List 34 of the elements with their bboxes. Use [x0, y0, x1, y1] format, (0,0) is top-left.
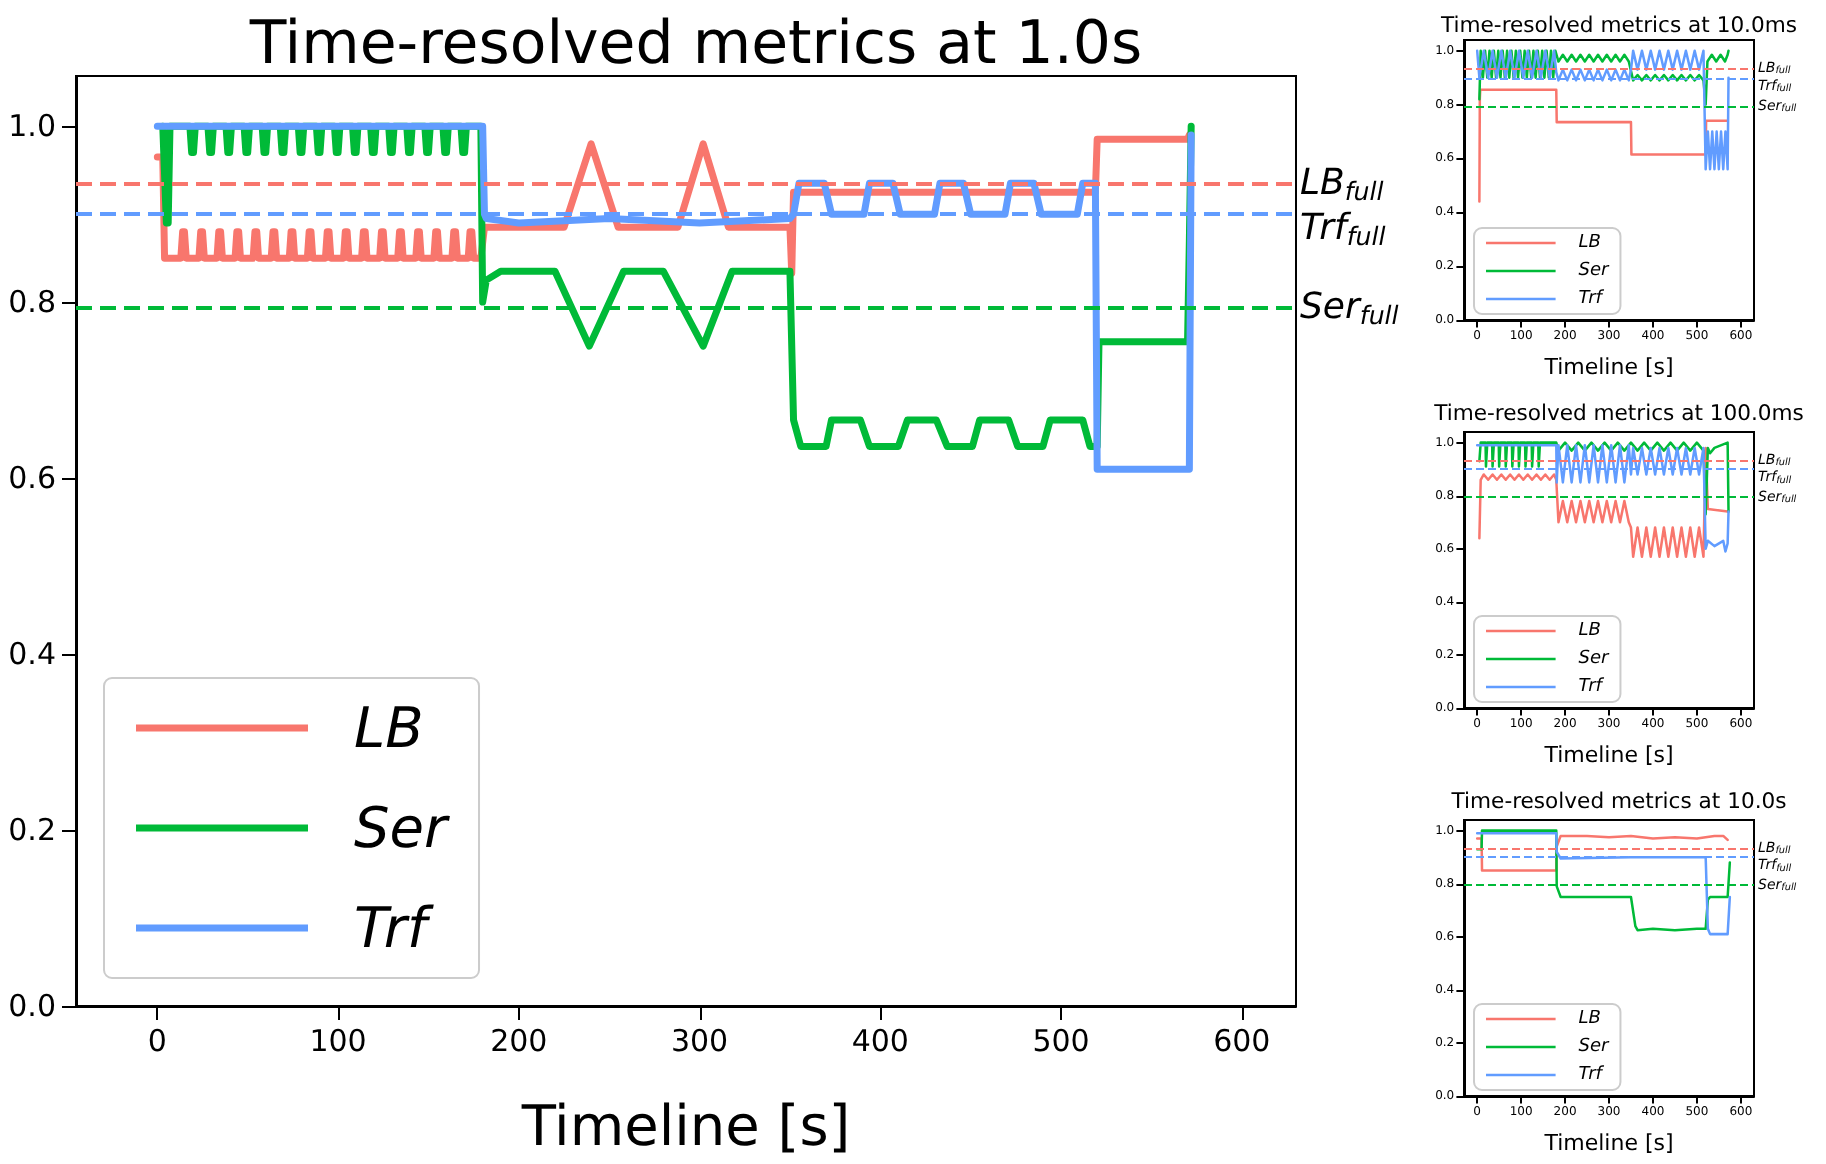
x-tick-label: 100 [309, 1023, 367, 1059]
legend-label: Trf [1578, 1065, 1606, 1085]
legend-label: LB [354, 695, 424, 761]
y-tick-label: 1.0 [8, 108, 56, 145]
legend-label: Ser [1578, 1037, 1612, 1057]
y-tick-label: 0.6 [8, 460, 56, 497]
legend-label: Trf [1578, 289, 1606, 309]
legend-label: Trf [1578, 677, 1606, 697]
legend-label: Ser [1578, 261, 1612, 281]
legend-label: LB [1578, 1009, 1601, 1029]
y-tick-label: 0.0 [8, 988, 56, 1024]
chart-title: Time-resolved metrics at 10.0ms [1438, 12, 1798, 38]
x-tick-label: 0 [147, 1023, 167, 1059]
x-tick-label: 400 [851, 1023, 909, 1059]
x-tick-label: 200 [490, 1023, 548, 1059]
chart-title: Time-resolved metrics at 10.0s [1449, 788, 1788, 814]
x-tick-label: 500 [1032, 1023, 1090, 1059]
x-tick-label: 600 [1213, 1023, 1271, 1059]
legend-label: LB [1578, 621, 1601, 641]
line-series [1478, 88, 1729, 203]
x-axis-title: Timeline [s] [519, 1093, 851, 1159]
y-tick-label: 0.8 [8, 284, 56, 321]
chart-title: Time-resolved metrics at 1.0s [247, 9, 1143, 79]
x-axis-title: Timeline [s] [1542, 354, 1674, 380]
y-tick-label: 0.2 [8, 812, 56, 849]
legend-label: LB [1578, 233, 1601, 253]
legend-label: Ser [354, 795, 450, 861]
y-tick-label: 0.4 [8, 636, 56, 673]
x-axis-title: Timeline [s] [1542, 742, 1674, 768]
legend-label: Ser [1578, 649, 1612, 669]
x-tick-label: 300 [670, 1023, 729, 1059]
x-axis-title: Timeline [s] [1542, 1130, 1674, 1156]
chart-title: Time-resolved metrics at 100.0ms [1432, 400, 1805, 426]
legend-label: Trf [354, 895, 435, 961]
